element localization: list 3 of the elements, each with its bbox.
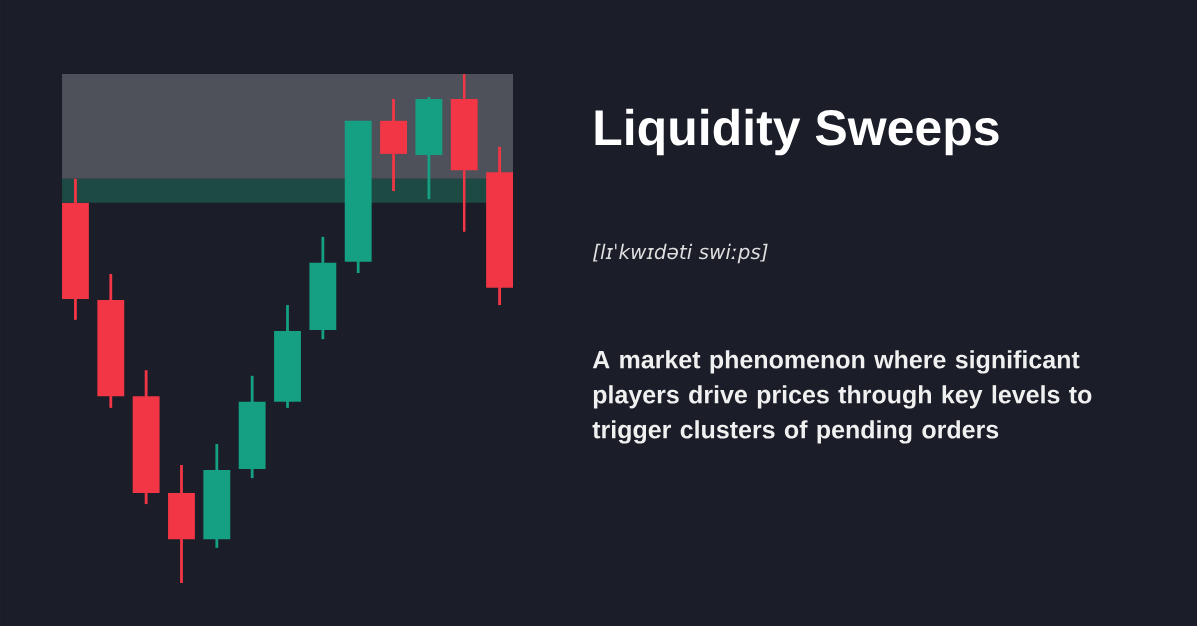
text: [lɪˈkwɪdəti swiːps]	[593, 243, 768, 264]
text: A market phenomenon where significant players drive prices through key levels to trigger clusters of pending orders	[592, 350, 1092, 444]
text: Liquidity Sweeps	[595, 108, 999, 156]
